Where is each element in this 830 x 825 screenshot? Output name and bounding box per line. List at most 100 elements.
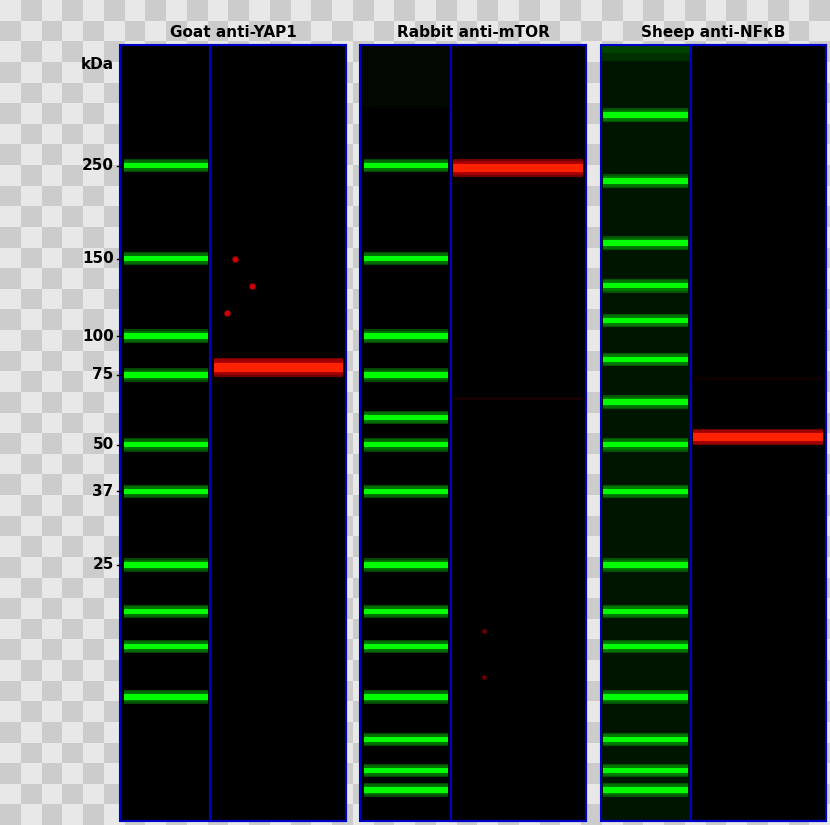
Bar: [21, 516, 42, 536]
Bar: [685, 681, 706, 701]
Bar: [415, 742, 436, 763]
Bar: [311, 474, 332, 495]
Bar: [457, 578, 477, 598]
Bar: [560, 392, 581, 412]
Bar: [415, 248, 436, 268]
Bar: [560, 371, 581, 392]
Bar: [21, 206, 42, 227]
Bar: [42, 371, 62, 392]
Bar: [124, 163, 208, 168]
Bar: [643, 0, 664, 21]
Bar: [622, 103, 643, 124]
Bar: [394, 701, 415, 722]
Bar: [104, 681, 124, 701]
Bar: [187, 701, 208, 722]
Bar: [166, 392, 187, 412]
Bar: [498, 206, 519, 227]
Bar: [498, 681, 519, 701]
Bar: [83, 433, 104, 454]
Bar: [457, 804, 477, 825]
Bar: [228, 186, 249, 206]
Bar: [788, 248, 809, 268]
Bar: [104, 454, 124, 474]
Bar: [622, 227, 643, 248]
Bar: [685, 309, 706, 330]
Bar: [693, 433, 823, 441]
Bar: [187, 784, 208, 804]
Bar: [451, 45, 586, 821]
Bar: [364, 783, 448, 797]
Bar: [693, 377, 823, 380]
Bar: [187, 392, 208, 412]
Bar: [436, 103, 456, 124]
Bar: [643, 268, 664, 289]
Bar: [519, 598, 540, 619]
Bar: [62, 619, 83, 639]
Bar: [228, 41, 249, 62]
Bar: [498, 165, 519, 186]
Bar: [62, 309, 83, 330]
Bar: [124, 160, 208, 171]
Bar: [228, 371, 249, 392]
Bar: [809, 206, 830, 227]
Bar: [581, 21, 602, 41]
Bar: [187, 412, 208, 433]
Bar: [124, 763, 145, 784]
Bar: [664, 82, 685, 103]
Bar: [228, 206, 249, 227]
Bar: [124, 0, 145, 21]
Bar: [602, 124, 622, 144]
Bar: [747, 392, 768, 412]
Bar: [83, 516, 104, 536]
Bar: [364, 643, 448, 650]
Bar: [145, 536, 166, 557]
Bar: [394, 557, 415, 577]
Bar: [374, 681, 394, 701]
Bar: [788, 516, 809, 536]
Bar: [311, 804, 332, 825]
Bar: [290, 289, 311, 309]
Bar: [768, 433, 788, 454]
Bar: [124, 643, 208, 650]
Bar: [394, 330, 415, 351]
Bar: [540, 392, 560, 412]
Bar: [62, 103, 83, 124]
Bar: [290, 0, 311, 21]
Bar: [768, 41, 788, 62]
Bar: [364, 605, 448, 618]
Bar: [208, 82, 228, 103]
Bar: [124, 639, 208, 653]
Bar: [747, 495, 768, 516]
Bar: [208, 619, 228, 639]
Bar: [311, 124, 332, 144]
Bar: [332, 21, 353, 41]
Bar: [364, 690, 448, 704]
Bar: [747, 248, 768, 268]
Bar: [622, 392, 643, 412]
Bar: [768, 124, 788, 144]
Bar: [374, 495, 394, 516]
Bar: [124, 433, 145, 454]
Bar: [643, 62, 664, 82]
Bar: [374, 412, 394, 433]
Bar: [187, 681, 208, 701]
Bar: [249, 516, 270, 536]
Bar: [364, 162, 448, 170]
Bar: [145, 371, 166, 392]
Bar: [602, 619, 622, 639]
Bar: [364, 488, 448, 495]
Bar: [726, 742, 747, 763]
Bar: [691, 45, 826, 821]
Bar: [228, 619, 249, 639]
Bar: [145, 165, 166, 186]
Bar: [270, 598, 290, 619]
Bar: [270, 557, 290, 577]
Bar: [581, 598, 602, 619]
Bar: [602, 103, 622, 124]
Bar: [332, 474, 353, 495]
Bar: [290, 186, 311, 206]
Bar: [290, 763, 311, 784]
Bar: [187, 186, 208, 206]
Bar: [332, 412, 353, 433]
Bar: [477, 351, 498, 371]
